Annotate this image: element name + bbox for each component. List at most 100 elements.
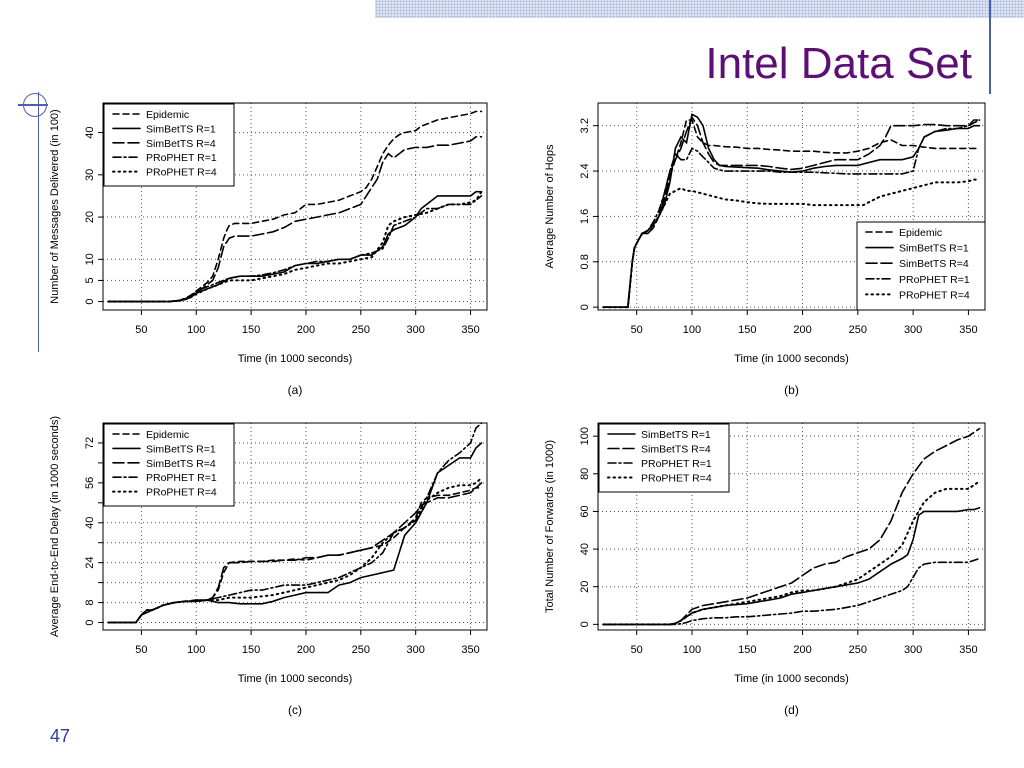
y-tick-label: 24 bbox=[84, 557, 96, 569]
header-pattern-band bbox=[375, 0, 1024, 18]
x-axis-label: Time (in 1000 seconds) bbox=[238, 353, 353, 365]
chart-caption: (a) bbox=[288, 383, 303, 397]
legend-label: PRoPHET R=1 bbox=[146, 472, 217, 484]
series-line bbox=[602, 557, 981, 626]
y-tick-label: 30 bbox=[84, 169, 96, 181]
x-tick-label: 300 bbox=[407, 324, 425, 336]
series-line bbox=[107, 190, 483, 303]
x-tick-label: 200 bbox=[297, 644, 315, 656]
x-axis-label: Time (in 1000 seconds) bbox=[734, 353, 849, 365]
x-axis-label: Time (in 1000 seconds) bbox=[734, 673, 849, 685]
x-tick-label: 150 bbox=[242, 644, 260, 656]
y-axis-label: Average Number of Hops bbox=[544, 144, 556, 268]
plot-frame bbox=[102, 102, 488, 311]
y-tick-label: 0.8 bbox=[579, 254, 591, 269]
legend-label: Epidemic bbox=[146, 429, 189, 441]
x-tick-label: 100 bbox=[683, 644, 701, 656]
y-tick-label: 0 bbox=[84, 619, 96, 625]
y-axis-label: Average End-to-End Delay (in 1000 second… bbox=[49, 416, 61, 637]
y-tick-label: 0 bbox=[579, 304, 591, 310]
legend-label: PRoPHET R=1 bbox=[641, 458, 712, 470]
x-tick-label: 50 bbox=[135, 324, 147, 336]
legend-label: SimBetTS R=1 bbox=[641, 429, 711, 441]
y-tick-label: 2.4 bbox=[579, 163, 591, 178]
y-tick-label: 0 bbox=[579, 621, 591, 627]
legend: SimBetTS R=1 SimBetTS R=4 PRoPHET R=1 PRoPH… bbox=[598, 423, 730, 493]
legend-label: PRoPHET R=4 bbox=[146, 167, 217, 179]
slide-page-number: 47 bbox=[50, 726, 71, 746]
plot-frame bbox=[597, 102, 986, 311]
y-tick-label: 40 bbox=[84, 126, 96, 138]
x-tick-label: 150 bbox=[242, 324, 260, 336]
header-divider-line bbox=[989, 0, 991, 94]
y-axis-label: Number of Messages Delivered (in 100) bbox=[49, 109, 61, 303]
x-tick-label: 200 bbox=[793, 324, 811, 336]
y-tick-label: 20 bbox=[84, 211, 96, 223]
y-tick-label: 20 bbox=[579, 581, 591, 593]
legend-label: SimBetTS R=4 bbox=[899, 258, 969, 270]
plot-frame bbox=[102, 422, 488, 631]
y-tick-label: 72 bbox=[84, 437, 96, 449]
series-line bbox=[602, 506, 981, 626]
series-line bbox=[107, 476, 483, 624]
legend-label: SimBetTS R=1 bbox=[146, 443, 216, 455]
chart-d: 50 100 150 200 250 300 350 0 20 40 60 80 100 Time (in… bbox=[544, 422, 986, 717]
series-line bbox=[602, 480, 981, 626]
series-line bbox=[602, 115, 981, 309]
legend-label: PRoPHET R=4 bbox=[146, 487, 217, 499]
legend-label: SimBetTS R=4 bbox=[146, 458, 216, 470]
y-tick-label: 56 bbox=[84, 477, 96, 489]
chart-caption: (b) bbox=[784, 383, 799, 397]
y-tick-label: 8 bbox=[84, 600, 96, 606]
y-tick-label: 5 bbox=[84, 277, 96, 283]
slide-title: Intel Data Set bbox=[705, 39, 972, 88]
y-tick-label: 40 bbox=[579, 543, 591, 555]
left-decor-line bbox=[38, 92, 39, 352]
x-tick-label: 200 bbox=[297, 324, 315, 336]
series-line bbox=[107, 190, 483, 303]
x-tick-label: 250 bbox=[849, 644, 867, 656]
y-tick-label: 1.6 bbox=[579, 209, 591, 224]
left-decor-hline bbox=[18, 104, 48, 106]
chart-a: 50 100 150 200 250 300 350 0 5 10 20 30 40 Time (in 1… bbox=[49, 102, 488, 397]
x-tick-label: 250 bbox=[352, 324, 370, 336]
x-tick-label: 100 bbox=[187, 644, 205, 656]
legend-label: PRoPHET R=1 bbox=[899, 274, 970, 286]
legend: Epidemic SimBetTS R=1 SimBetTS R=4 PRoPHET … bbox=[856, 221, 986, 311]
chart-c: 50 100 150 200 250 300 350 0 8 24 40 56 72 Time (in 1… bbox=[49, 416, 488, 717]
series-line bbox=[107, 136, 483, 303]
x-tick-label: 100 bbox=[187, 324, 205, 336]
x-tick-label: 50 bbox=[631, 324, 643, 336]
y-tick-label: 100 bbox=[579, 427, 591, 445]
y-tick-label: 10 bbox=[84, 253, 96, 265]
x-tick-label: 250 bbox=[849, 324, 867, 336]
x-tick-label: 350 bbox=[461, 324, 479, 336]
y-tick-label: 0 bbox=[84, 298, 96, 304]
legend-label: PRoPHET R=1 bbox=[146, 152, 217, 164]
x-tick-label: 150 bbox=[738, 324, 756, 336]
x-tick-label: 300 bbox=[904, 644, 922, 656]
legend: Epidemic SimBetTS R=1 SimBetTS R=4 PRoPHET … bbox=[103, 103, 235, 187]
chart-b: 50 100 150 200 250 300 350 0 0.8 1.6 2.4 3.2 Time (i… bbox=[544, 102, 986, 397]
legend-box bbox=[598, 423, 730, 493]
x-tick-label: 250 bbox=[352, 644, 370, 656]
x-tick-label: 350 bbox=[959, 324, 977, 336]
chart-caption: (d) bbox=[784, 703, 799, 717]
legend-label: Epidemic bbox=[146, 109, 189, 121]
legend: Epidemic SimBetTS R=1 SimBetTS R=4 PRoPHET … bbox=[103, 423, 235, 507]
x-tick-label: 100 bbox=[683, 324, 701, 336]
y-tick-label: 40 bbox=[84, 517, 96, 529]
legend-label: PRoPHET R=4 bbox=[641, 473, 712, 485]
series-line bbox=[602, 119, 981, 309]
x-tick-label: 50 bbox=[631, 644, 643, 656]
legend-label: SimBetTS R=4 bbox=[146, 138, 216, 150]
x-tick-label: 350 bbox=[959, 644, 977, 656]
y-tick-label: 60 bbox=[579, 505, 591, 517]
legend-label: SimBetTS R=4 bbox=[641, 444, 711, 456]
x-tick-label: 300 bbox=[407, 644, 425, 656]
legend-label: SimBetTS R=1 bbox=[146, 123, 216, 135]
legend-label: SimBetTS R=1 bbox=[899, 243, 969, 255]
x-tick-label: 300 bbox=[904, 324, 922, 336]
y-axis-label: Total Number of Forwards (in 1000) bbox=[544, 440, 556, 613]
